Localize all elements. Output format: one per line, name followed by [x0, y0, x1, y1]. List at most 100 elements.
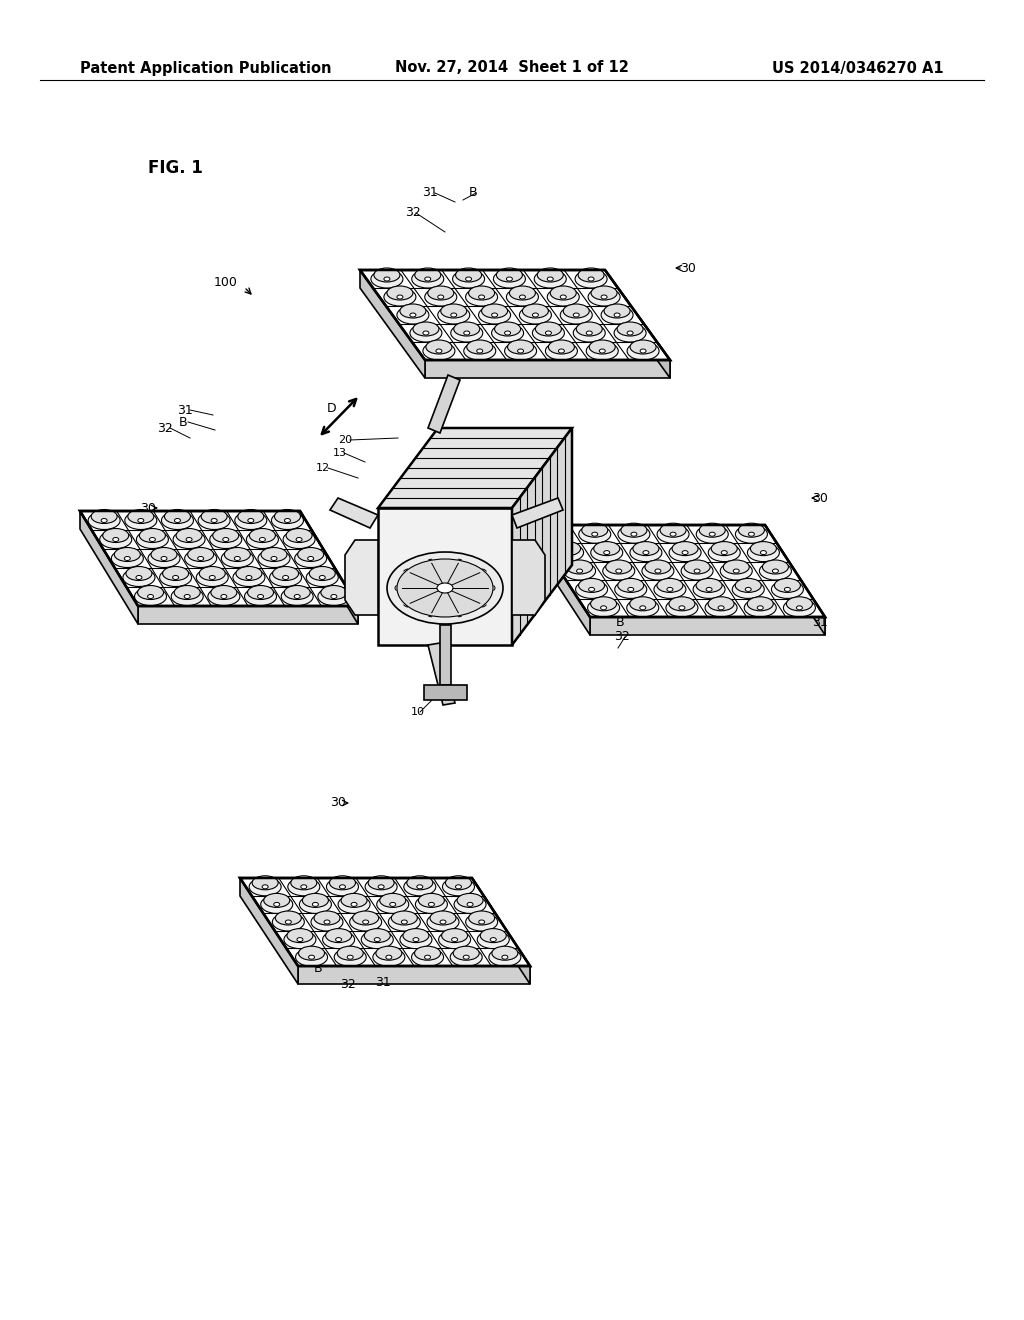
- Ellipse shape: [478, 294, 484, 300]
- Ellipse shape: [374, 268, 400, 282]
- Ellipse shape: [250, 528, 275, 543]
- Ellipse shape: [579, 578, 604, 593]
- Polygon shape: [424, 685, 467, 700]
- Ellipse shape: [564, 550, 570, 554]
- Ellipse shape: [197, 569, 228, 586]
- Ellipse shape: [376, 946, 401, 960]
- Ellipse shape: [311, 913, 343, 931]
- Ellipse shape: [308, 956, 314, 960]
- Ellipse shape: [272, 566, 299, 581]
- Ellipse shape: [397, 558, 493, 616]
- Ellipse shape: [492, 946, 518, 960]
- Ellipse shape: [452, 937, 458, 941]
- Ellipse shape: [445, 875, 471, 890]
- Ellipse shape: [538, 268, 563, 282]
- Ellipse shape: [415, 268, 440, 282]
- Ellipse shape: [469, 911, 495, 925]
- Text: 23: 23: [514, 492, 528, 502]
- Ellipse shape: [261, 895, 293, 913]
- Ellipse shape: [174, 586, 201, 599]
- Text: 13: 13: [333, 447, 347, 458]
- Polygon shape: [80, 511, 138, 624]
- Ellipse shape: [456, 268, 481, 282]
- Ellipse shape: [88, 511, 120, 529]
- Text: 11: 11: [418, 478, 432, 488]
- Ellipse shape: [488, 948, 521, 966]
- Text: 22: 22: [509, 502, 523, 511]
- Ellipse shape: [423, 342, 455, 360]
- Ellipse shape: [210, 531, 242, 549]
- Ellipse shape: [694, 569, 700, 573]
- Ellipse shape: [387, 286, 413, 300]
- Polygon shape: [472, 878, 530, 983]
- Ellipse shape: [437, 306, 470, 323]
- Ellipse shape: [314, 911, 340, 925]
- Ellipse shape: [563, 562, 596, 579]
- Text: 10: 10: [411, 708, 425, 717]
- Ellipse shape: [298, 548, 324, 561]
- Ellipse shape: [274, 510, 300, 524]
- Ellipse shape: [397, 306, 429, 323]
- Ellipse shape: [349, 913, 382, 931]
- Polygon shape: [330, 498, 378, 528]
- Ellipse shape: [427, 913, 459, 931]
- Text: 31: 31: [375, 975, 391, 989]
- Ellipse shape: [492, 323, 523, 342]
- Ellipse shape: [748, 597, 773, 611]
- Polygon shape: [590, 616, 825, 635]
- Ellipse shape: [519, 306, 551, 323]
- Text: 31: 31: [177, 404, 193, 417]
- Ellipse shape: [297, 937, 303, 941]
- Polygon shape: [240, 878, 530, 966]
- Ellipse shape: [102, 528, 129, 543]
- Ellipse shape: [630, 341, 656, 354]
- Ellipse shape: [617, 525, 650, 544]
- Ellipse shape: [547, 288, 580, 306]
- Ellipse shape: [627, 342, 659, 360]
- Ellipse shape: [128, 510, 154, 524]
- Ellipse shape: [198, 557, 204, 561]
- Ellipse shape: [467, 903, 473, 907]
- Polygon shape: [300, 511, 358, 624]
- Text: 32: 32: [614, 631, 630, 644]
- Ellipse shape: [301, 884, 307, 888]
- Ellipse shape: [294, 594, 300, 598]
- Ellipse shape: [509, 286, 536, 300]
- Ellipse shape: [284, 931, 316, 949]
- Ellipse shape: [361, 931, 393, 949]
- Ellipse shape: [410, 323, 442, 342]
- Ellipse shape: [211, 586, 237, 599]
- Ellipse shape: [738, 523, 765, 537]
- Ellipse shape: [718, 606, 724, 610]
- Ellipse shape: [549, 341, 574, 354]
- Ellipse shape: [546, 342, 578, 360]
- Polygon shape: [605, 271, 670, 378]
- Ellipse shape: [401, 920, 408, 924]
- Ellipse shape: [667, 587, 673, 591]
- Ellipse shape: [173, 576, 178, 579]
- Ellipse shape: [606, 560, 632, 574]
- Ellipse shape: [630, 597, 655, 611]
- Ellipse shape: [760, 562, 792, 579]
- Ellipse shape: [469, 286, 495, 300]
- Ellipse shape: [113, 537, 119, 541]
- Ellipse shape: [453, 271, 484, 288]
- Polygon shape: [298, 966, 530, 983]
- Ellipse shape: [604, 550, 609, 554]
- Ellipse shape: [633, 541, 658, 556]
- Text: F: F: [437, 587, 442, 598]
- Ellipse shape: [684, 560, 710, 574]
- Ellipse shape: [550, 286, 577, 300]
- Ellipse shape: [400, 931, 432, 949]
- Ellipse shape: [579, 268, 604, 282]
- Ellipse shape: [397, 294, 402, 300]
- Ellipse shape: [442, 878, 474, 896]
- Ellipse shape: [463, 956, 469, 960]
- Ellipse shape: [258, 549, 290, 568]
- Ellipse shape: [555, 541, 581, 556]
- Ellipse shape: [184, 594, 190, 598]
- Ellipse shape: [161, 557, 167, 561]
- Ellipse shape: [336, 937, 342, 941]
- Ellipse shape: [575, 581, 607, 598]
- Ellipse shape: [309, 566, 335, 581]
